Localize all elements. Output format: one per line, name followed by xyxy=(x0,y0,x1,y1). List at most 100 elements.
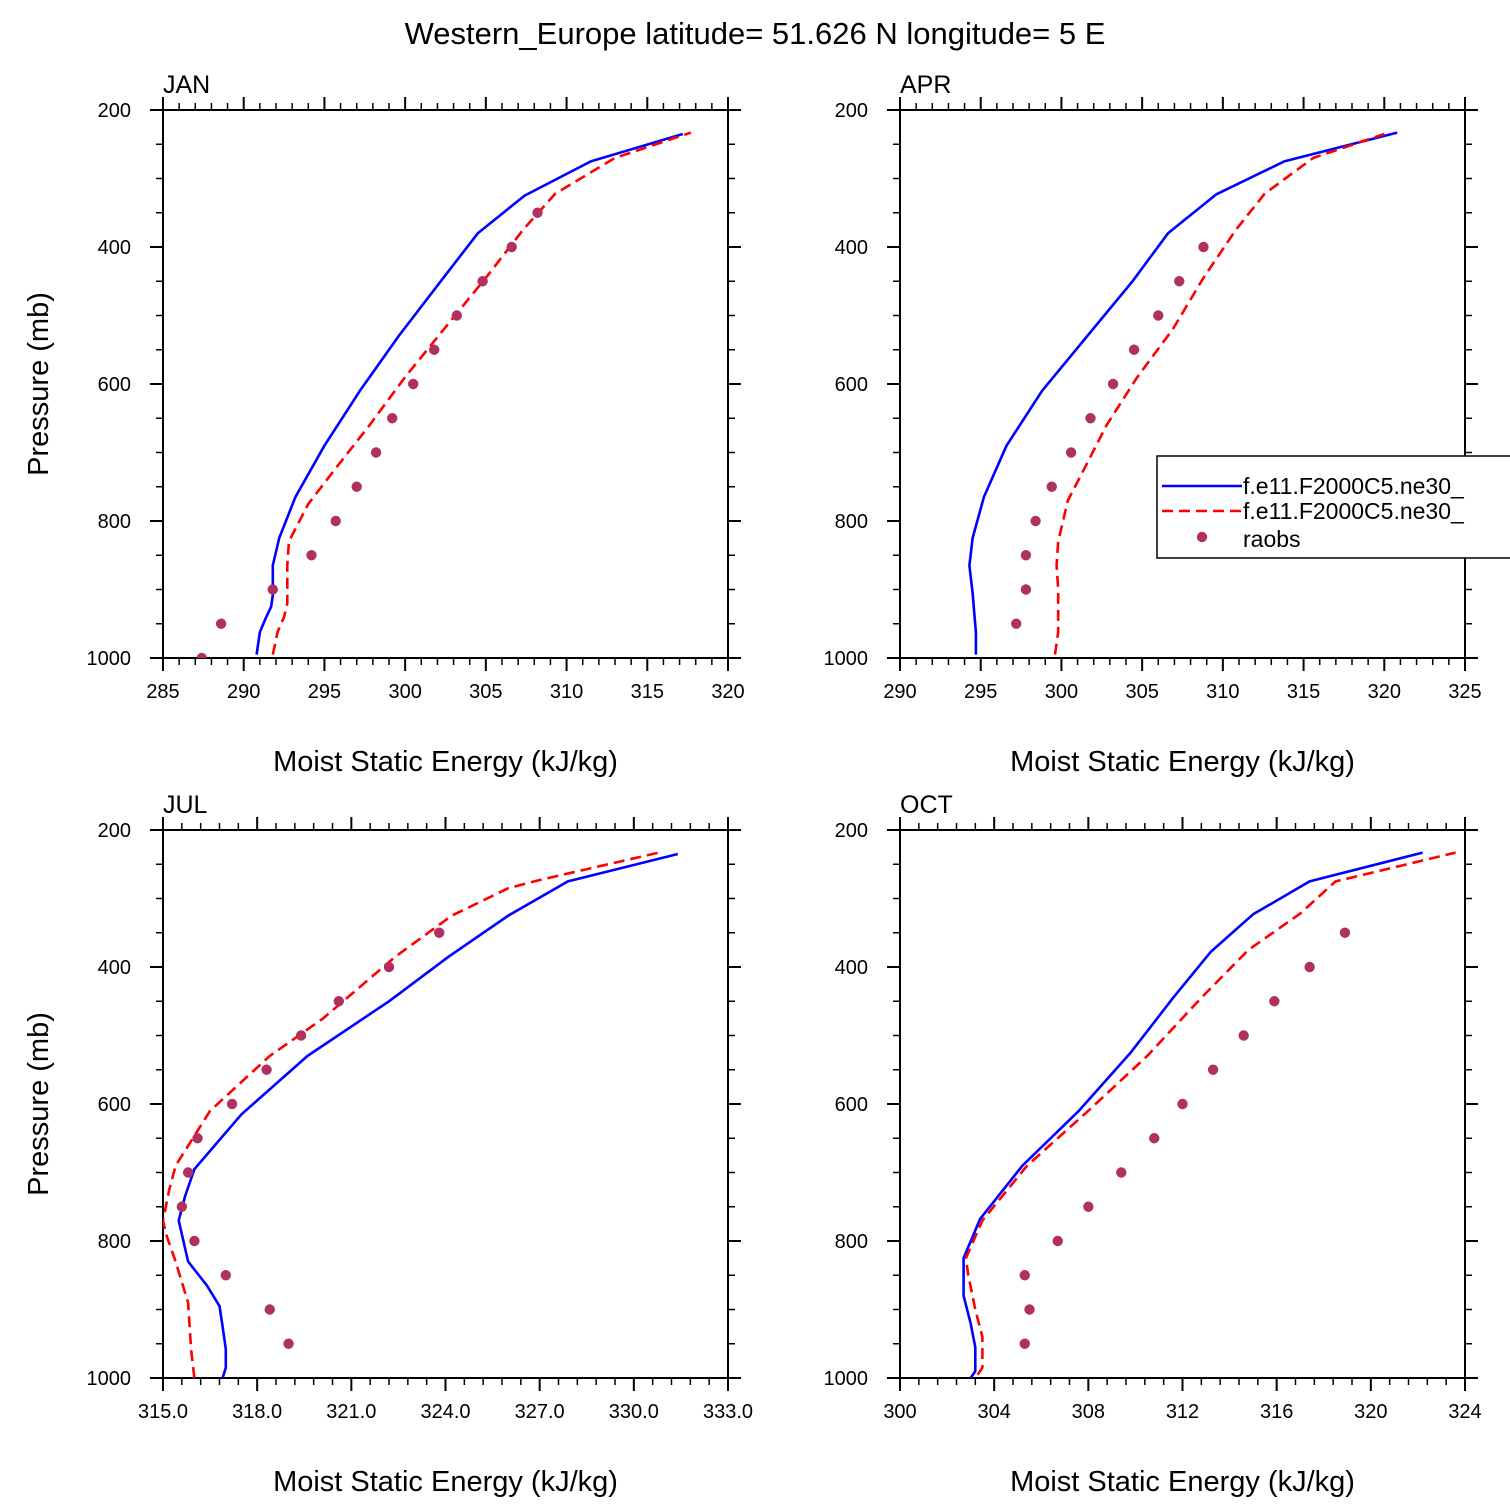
y-tick-label: 1000 xyxy=(87,1368,132,1390)
raobs-point xyxy=(506,241,517,253)
series-line-solid-blue xyxy=(968,131,1398,655)
y-tick-label: 200 xyxy=(835,100,868,122)
raobs-point xyxy=(1083,1201,1094,1212)
raobs-point xyxy=(1085,413,1096,424)
x-tick-label: 285 xyxy=(146,681,179,703)
raobs-point xyxy=(182,1167,194,1178)
raobs-point xyxy=(1019,1270,1030,1281)
raobs-point xyxy=(1128,344,1140,355)
raobs-point xyxy=(1339,927,1351,938)
raobs-point xyxy=(1174,276,1185,287)
raobs-point xyxy=(1304,961,1315,973)
x-tick-label: 324 xyxy=(1448,1401,1481,1423)
x-tick-label: 305 xyxy=(1125,681,1158,703)
raobs-point xyxy=(370,447,382,458)
x-tick-label: 295 xyxy=(308,681,341,703)
y-tick-label: 400 xyxy=(98,957,131,979)
legend-box xyxy=(1156,455,1510,559)
y-tick-label: 600 xyxy=(835,1094,868,1116)
y-tick-label: 1000 xyxy=(824,648,869,670)
y-axis-label: Pressure (mb) xyxy=(23,292,55,476)
y-tick-label: 600 xyxy=(835,374,868,396)
x-axis-label: Moist Static Energy (kJ/kg) xyxy=(1010,1466,1355,1498)
x-tick-label: 330.0 xyxy=(609,1401,659,1423)
raobs-point xyxy=(1149,1133,1160,1144)
raobs-point xyxy=(1030,515,1041,527)
raobs-point xyxy=(451,310,462,321)
legend-label: raobs xyxy=(1243,526,1301,552)
x-axis-label: Moist Static Energy (kJ/kg) xyxy=(273,1466,618,1498)
raobs-point xyxy=(264,1304,275,1315)
y-tick-label: 600 xyxy=(98,1094,131,1116)
panel-title: OCT xyxy=(900,791,953,819)
y-tick-label: 800 xyxy=(98,511,131,533)
y-tick-label: 400 xyxy=(835,237,868,259)
x-tick-label: 321.0 xyxy=(326,1401,376,1423)
x-tick-label: 318.0 xyxy=(232,1401,282,1423)
raobs-point xyxy=(1153,310,1164,321)
raobs-point xyxy=(383,961,395,973)
series-line-dashed-red xyxy=(964,851,1456,1376)
raobs-point xyxy=(1107,378,1119,390)
raobs-point xyxy=(1177,1098,1188,1110)
panel-jan: JAN 285 290 295 300 305 310 315 320 200 400 600 800 1… xyxy=(23,71,745,778)
raobs-point xyxy=(1116,1167,1127,1178)
x-tick-label: 300 xyxy=(388,681,421,703)
series-line-dashed-red xyxy=(163,851,660,1378)
x-tick-label: 290 xyxy=(883,681,916,703)
raobs-point xyxy=(1020,550,1032,561)
series-line-solid-blue xyxy=(177,852,679,1378)
raobs-point xyxy=(306,550,317,561)
raobs-point xyxy=(196,652,207,658)
raobs-point xyxy=(1019,1338,1030,1349)
y-tick-label: 200 xyxy=(98,820,131,842)
raobs-point xyxy=(387,413,398,424)
y-tick-label: 800 xyxy=(835,511,868,533)
y-tick-label: 200 xyxy=(835,820,868,842)
raobs-point xyxy=(261,1064,272,1075)
x-tick-label: 290 xyxy=(227,681,260,703)
panel-oct: OCT 300 304 308 312 316 320 324 200 400 600 800 1000… xyxy=(824,791,1482,1498)
x-tick-label: 320 xyxy=(1354,1401,1387,1423)
raobs-point xyxy=(226,1098,238,1110)
y-tick-label: 400 xyxy=(835,957,868,979)
data-layer xyxy=(163,851,679,1378)
raobs-point xyxy=(1011,618,1022,629)
raobs-point xyxy=(267,584,278,595)
x-axis-label: Moist Static Energy (kJ/kg) xyxy=(273,746,618,778)
raobs-point xyxy=(1046,481,1057,492)
panel-title: JAN xyxy=(163,71,210,99)
panel-apr: APR 290 295 300 305 310 315 320 325 200 400 600 800 1… xyxy=(824,71,1482,778)
raobs-point xyxy=(1065,447,1077,458)
x-tick-label: 316 xyxy=(1260,1401,1293,1423)
x-tick-label: 300 xyxy=(883,1401,916,1423)
x-tick-label: 327.0 xyxy=(515,1401,565,1423)
raobs-point xyxy=(1238,1030,1249,1041)
raobs-point xyxy=(176,1201,188,1212)
x-tick-label: 308 xyxy=(1072,1401,1105,1423)
series-line-dashed-red xyxy=(1053,132,1385,655)
raobs-point xyxy=(333,996,344,1007)
x-tick-label: 333.0 xyxy=(703,1401,753,1423)
plot-frame xyxy=(162,829,729,1379)
plot-frame xyxy=(899,109,1466,659)
raobs-point xyxy=(192,1133,203,1144)
x-tick-label: 325 xyxy=(1448,681,1481,703)
plot-frame xyxy=(162,109,729,659)
y-tick-label: 400 xyxy=(98,237,131,259)
x-axis-label: Moist Static Energy (kJ/kg) xyxy=(1010,746,1355,778)
x-tick-label: 320 xyxy=(1368,681,1401,703)
data-layer xyxy=(962,851,1456,1378)
panel-title: APR xyxy=(900,71,951,99)
raobs-point xyxy=(1052,1235,1063,1247)
series-line-dashed-red xyxy=(271,131,692,655)
raobs-point xyxy=(330,515,341,527)
series-line-solid-blue xyxy=(255,132,684,655)
y-tick-label: 600 xyxy=(98,374,131,396)
raobs-point xyxy=(429,344,440,355)
x-tick-label: 310 xyxy=(550,681,583,703)
series-line-solid-blue xyxy=(962,851,1423,1378)
raobs-point xyxy=(295,1030,307,1041)
legend: f.e11.F2000C5.ne30_f.e11.F2000C5.ne30_ra… xyxy=(1156,455,1510,559)
